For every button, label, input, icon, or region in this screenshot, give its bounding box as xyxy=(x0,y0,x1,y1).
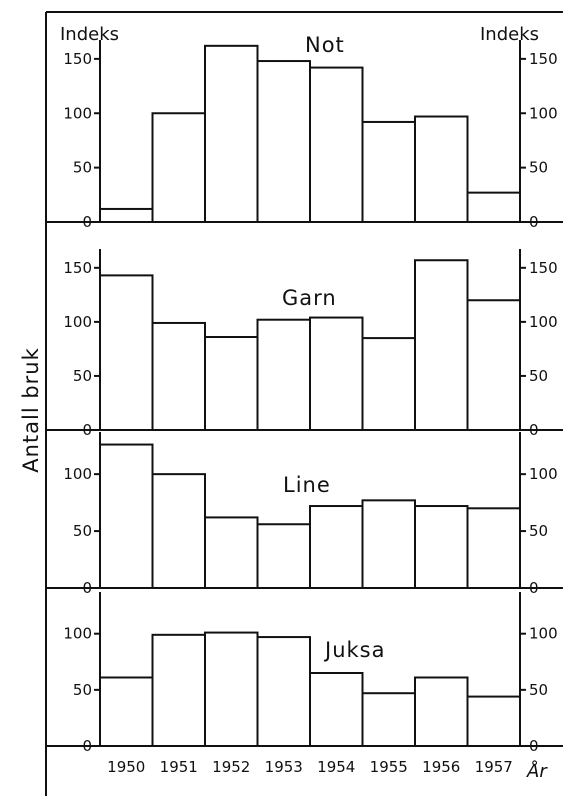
right-tick-label: 50 xyxy=(529,522,548,540)
bar-1951 xyxy=(151,321,206,431)
bar-1952 xyxy=(204,516,259,590)
left-tick-label: 150 xyxy=(63,50,92,68)
bar-1957 xyxy=(466,507,521,589)
panel-juksa: 0 0 50 50 100 100 Juksa xyxy=(46,592,563,755)
figure-frame xyxy=(45,11,563,796)
bar-1957 xyxy=(466,191,521,223)
right-tick-label: 150 xyxy=(529,259,558,277)
left-tick-label: 0 xyxy=(82,213,92,231)
bar-1953 xyxy=(256,318,311,431)
left-tick-label: 0 xyxy=(82,737,92,755)
bar-1951 xyxy=(151,112,206,223)
right-tick-label: 0 xyxy=(529,421,539,439)
panel-garn: 0 0 50 50 100 100 150 150 Garn xyxy=(46,249,563,439)
bar-1952 xyxy=(204,44,259,224)
right-tick-label: 0 xyxy=(529,579,539,597)
left-tick-label: 50 xyxy=(73,367,92,385)
right-tick-label: 0 xyxy=(529,213,539,231)
bar-1955 xyxy=(361,120,416,223)
right-tick-label: 150 xyxy=(529,50,558,68)
panel-title: Not xyxy=(305,33,345,57)
left-axis-header: Indeks xyxy=(60,24,119,45)
bar-1954 xyxy=(309,672,364,747)
left-tick-label: 50 xyxy=(73,159,92,177)
bar-1956 xyxy=(414,259,469,431)
chart-panels: 0 0 50 50 100 100 150 150 Not 0 0 50 50 100 100 150 150 G… xyxy=(46,33,563,776)
bar-1952 xyxy=(204,631,259,747)
x-tick-label-1957: 1957 xyxy=(475,758,513,776)
x-tick-label-1955: 1955 xyxy=(370,758,408,776)
bar-1955 xyxy=(361,499,416,590)
right-tick-label: 50 xyxy=(529,367,548,385)
right-axis-header: Indeks xyxy=(480,24,539,45)
right-tick-label: 50 xyxy=(529,159,548,177)
x-tick-label-1950: 1950 xyxy=(107,758,145,776)
panel-title: Garn xyxy=(282,286,337,310)
bar-1953 xyxy=(256,523,311,589)
left-tick-label: 0 xyxy=(82,421,92,439)
left-tick-label: 100 xyxy=(63,313,92,331)
bar-1955 xyxy=(361,337,416,431)
right-tick-label: 100 xyxy=(529,104,558,122)
y-axis-label: Antall bruk xyxy=(19,347,43,473)
right-tick-label: 100 xyxy=(529,625,558,643)
right-tick-label: 50 xyxy=(529,681,548,699)
panel-not: 0 0 50 50 100 100 150 150 Not xyxy=(46,33,563,231)
left-tick-label: 50 xyxy=(73,522,92,540)
bar-1950 xyxy=(99,676,154,747)
bar-1954 xyxy=(309,316,364,431)
bar-1952 xyxy=(204,336,259,432)
bar-1951 xyxy=(151,633,206,747)
bar-1956 xyxy=(414,676,469,747)
bar-1957 xyxy=(466,695,521,747)
bar-1953 xyxy=(256,636,311,747)
left-tick-label: 100 xyxy=(63,104,92,122)
x-tick-label-1953: 1953 xyxy=(265,758,303,776)
right-tick-label: 100 xyxy=(529,313,558,331)
bar-1956 xyxy=(414,505,469,589)
bar-1957 xyxy=(466,299,521,431)
bar-1953 xyxy=(256,60,311,223)
left-tick-label: 0 xyxy=(82,579,92,597)
bar-1956 xyxy=(414,115,469,223)
bar-1950 xyxy=(99,443,154,589)
x-axis-label: År xyxy=(526,760,548,782)
x-tick-label-1951: 1951 xyxy=(160,758,198,776)
bar-1950 xyxy=(99,274,154,431)
bar-1954 xyxy=(309,505,364,589)
x-tick-label-1952: 1952 xyxy=(212,758,250,776)
bar-1954 xyxy=(309,66,364,223)
bar-1950 xyxy=(99,207,154,223)
panel-title: Line xyxy=(283,473,331,497)
x-tick-label-1956: 1956 xyxy=(422,758,460,776)
left-tick-label: 100 xyxy=(63,465,92,483)
bar-1951 xyxy=(151,473,206,589)
left-tick-label: 100 xyxy=(63,625,92,643)
right-tick-label: 0 xyxy=(529,737,539,755)
bar-1955 xyxy=(361,692,416,748)
left-tick-label: 150 xyxy=(63,259,92,277)
x-tick-label-1954: 1954 xyxy=(317,758,355,776)
panel-title: Juksa xyxy=(323,638,385,662)
right-tick-label: 100 xyxy=(529,465,558,483)
panel-line: 0 0 50 50 100 100 Line xyxy=(46,432,563,597)
left-tick-label: 50 xyxy=(73,681,92,699)
